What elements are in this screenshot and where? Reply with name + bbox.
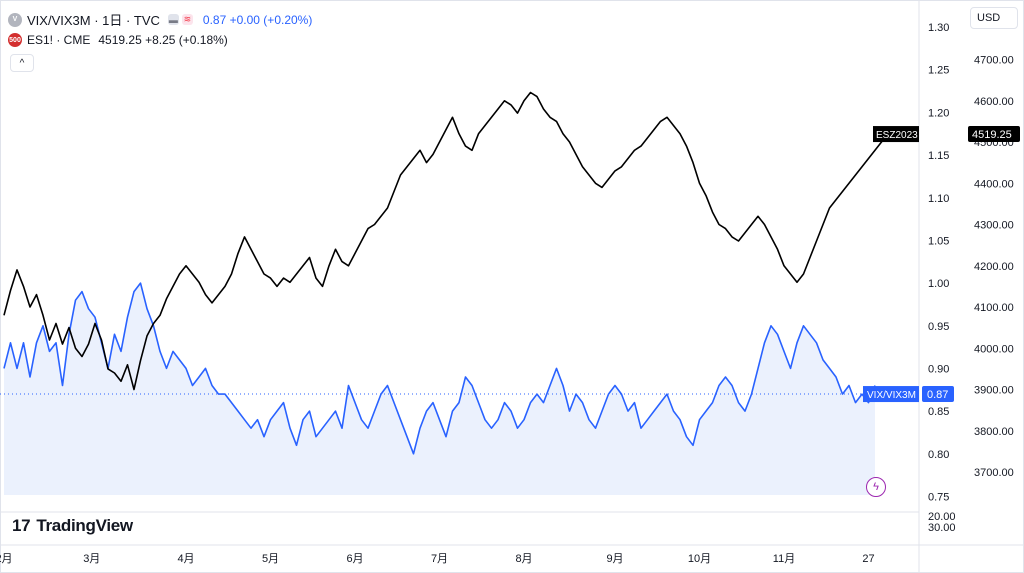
vix-price-label: 0.87 (927, 389, 948, 401)
line-style-icon[interactable]: ▬ (167, 14, 179, 25)
flash-icon[interactable]: ϟ (866, 477, 886, 497)
x-axis-tick: 27 (862, 553, 874, 565)
right-axis-tick: 4600.00 (974, 96, 1014, 108)
vix-symbol-badge: V (8, 12, 22, 27)
x-axis-tick: 10月 (688, 553, 711, 565)
right-axis-tick: 4100.00 (974, 302, 1014, 314)
vix-area-fill (4, 283, 875, 495)
left-axis-tick: 1.20 (928, 107, 949, 119)
left-axis-tick: 1.05 (928, 235, 949, 247)
left-axis-tick: 0.95 (928, 321, 949, 333)
es-symbol-badge: 500 (8, 33, 22, 47)
x-axis-tick: 5月 (262, 553, 279, 565)
right-axis-tick: 4200.00 (974, 261, 1014, 273)
es-series-line[interactable] (3, 91, 889, 391)
left-axis-tick: 0.85 (928, 406, 949, 418)
tradingview-mark-icon: 17 (12, 516, 31, 535)
left-axis-tick: 0.75 (928, 491, 949, 503)
vix-series-line[interactable] (3, 282, 876, 455)
es-legend-title: ES1! · CME (27, 33, 91, 47)
vix-legend-title: VIX/VIX3M · 1日 · TVC (27, 13, 160, 28)
vix-legend-values: 0.87 +0.00 (+0.20%) (202, 12, 313, 27)
pane-axis-tick: 20.00 (928, 511, 956, 523)
collapse-legend-button[interactable]: ^ (10, 54, 34, 72)
left-axis-tick: 1.00 (928, 278, 949, 290)
es-price-label-bg (968, 126, 1020, 143)
es-series-label-bg (873, 126, 919, 143)
left-axis-tick: 0.80 (928, 449, 949, 461)
x-axis-tick: 11月 (773, 553, 795, 565)
x-axis-tick: 2月 (0, 553, 13, 565)
es-series-label: ESZ2023 (876, 130, 918, 141)
right-axis-tick: 3700.00 (974, 467, 1014, 479)
right-axis-tick: 4000.00 (974, 343, 1014, 355)
legend-es[interactable]: 500 ES1! · CME 4519.25 +8.25 (+0.18%) (8, 33, 234, 47)
left-axis-tick: 1.25 (928, 65, 949, 77)
x-axis-tick: 9月 (606, 553, 623, 565)
x-axis-tick: 3月 (83, 553, 100, 565)
pane-axis-tick: 30.00 (928, 522, 956, 534)
x-axis-tick: 6月 (346, 553, 363, 565)
tradingview-wordmark: TradingView (36, 516, 133, 535)
currency-button[interactable]: USD (970, 7, 1018, 29)
x-axis-tick: 4月 (177, 553, 194, 565)
left-axis-tick: 1.30 (928, 22, 949, 34)
vix-series-label-bg (863, 386, 919, 403)
x-axis-tick: 8月 (515, 553, 532, 565)
right-axis-tick: 4300.00 (974, 220, 1014, 232)
tradingview-logo: 17 TradingView (12, 516, 133, 536)
left-axis-tick: 0.90 (928, 363, 949, 375)
right-axis-tick: 3800.00 (974, 426, 1014, 438)
left-axis-tick: 1.10 (928, 193, 949, 205)
x-axis-tick: 7月 (431, 553, 448, 565)
right-axis-tick: 4400.00 (974, 178, 1014, 190)
wave-icon[interactable]: ≋ (181, 14, 193, 25)
vix-price-label-bg (922, 386, 954, 403)
right-axis-tick: 4700.00 (974, 55, 1014, 67)
es-price-label: 4519.25 (972, 129, 1012, 141)
legend-vix[interactable]: V VIX/VIX3M · 1日 · TVC ▬ ≋ 0.87 +0.00 (+… (8, 10, 318, 29)
es-legend-values: 4519.25 +8.25 (+0.18%) (98, 33, 228, 47)
left-axis-tick: 1.15 (928, 150, 949, 162)
right-axis-tick: 3900.00 (974, 385, 1014, 397)
vix-series-label: VIX/VIX3M (867, 390, 916, 401)
